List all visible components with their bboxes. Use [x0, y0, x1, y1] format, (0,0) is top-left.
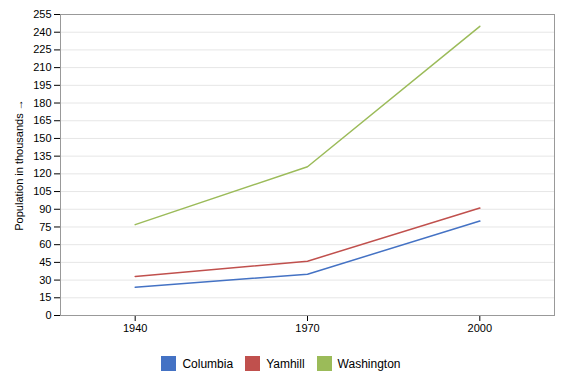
svg-text:1970: 1970	[295, 322, 319, 334]
svg-text:90: 90	[39, 203, 51, 215]
svg-text:0: 0	[45, 309, 51, 321]
svg-text:135: 135	[33, 150, 51, 162]
svg-text:75: 75	[39, 220, 51, 232]
svg-text:60: 60	[39, 238, 51, 250]
svg-text:105: 105	[33, 185, 51, 197]
html-text:Yamhill: Yamhill	[266, 356, 305, 371]
svg-text:15: 15	[39, 291, 51, 303]
svg-text:165: 165	[33, 114, 51, 126]
svg-text:1940: 1940	[123, 322, 147, 334]
svg-text:120: 120	[33, 167, 51, 179]
svg-text:255: 255	[33, 8, 51, 20]
svg-text:240: 240	[33, 26, 51, 38]
svg-text:Population in thousands →: Population in thousands →	[13, 99, 25, 230]
svg-text:195: 195	[33, 79, 51, 91]
svg-text:30: 30	[39, 274, 51, 286]
html-text:Washington: Washington	[337, 356, 401, 371]
svg-text:180: 180	[33, 97, 51, 109]
svg-text:45: 45	[39, 256, 51, 268]
svg-text:2000: 2000	[468, 322, 492, 334]
svg-text:210: 210	[33, 61, 51, 73]
svg-text:225: 225	[33, 43, 51, 55]
svg-text:150: 150	[33, 132, 51, 144]
html-text:Columbia: Columbia	[182, 356, 234, 371]
